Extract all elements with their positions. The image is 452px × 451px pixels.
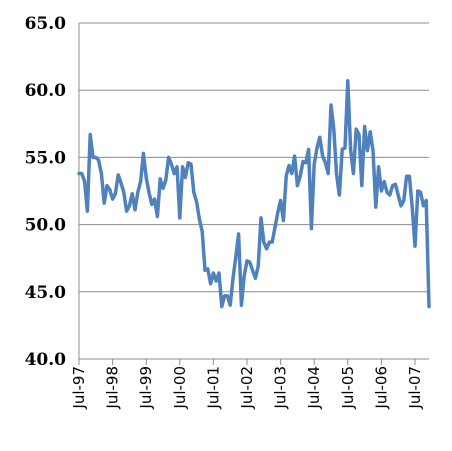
y-tick-labels: 40.0 45.0 50.0 55.0 60.0 65.0 xyxy=(25,14,67,370)
x-tick-label: Jul-00 xyxy=(171,366,189,410)
x-axis xyxy=(78,23,416,365)
x-tick-label: Jul-06 xyxy=(372,366,390,410)
x-tick-label: Jul-01 xyxy=(204,366,222,410)
y-tick-label: 55.0 xyxy=(25,148,67,168)
y-tick-label: 40.0 xyxy=(25,350,67,370)
x-tick-labels: Jul-97 Jul-98 Jul-99 Jul-00 Jul-01 Jul-02 Jul-… xyxy=(70,366,424,410)
y-tick-label: 65.0 xyxy=(25,14,67,34)
series-group xyxy=(77,79,431,309)
y-tick-label: 60.0 xyxy=(25,81,67,101)
x-tick-label: Jul-07 xyxy=(406,366,424,410)
x-tick-label: Jul-04 xyxy=(305,366,323,410)
x-tick-label: Jul-97 xyxy=(70,366,88,410)
x-tick-label: Jul-05 xyxy=(339,366,357,410)
series-line xyxy=(77,79,431,309)
y-tick-label: 45.0 xyxy=(25,283,67,303)
y-tick-label: 50.0 xyxy=(25,216,67,236)
x-tick-label: Jul-03 xyxy=(272,366,290,410)
gridlines xyxy=(79,22,429,360)
x-tick-label: Jul-02 xyxy=(238,366,256,410)
x-tick-label: Jul-99 xyxy=(137,366,155,410)
x-tick-label: Jul-98 xyxy=(104,366,122,410)
